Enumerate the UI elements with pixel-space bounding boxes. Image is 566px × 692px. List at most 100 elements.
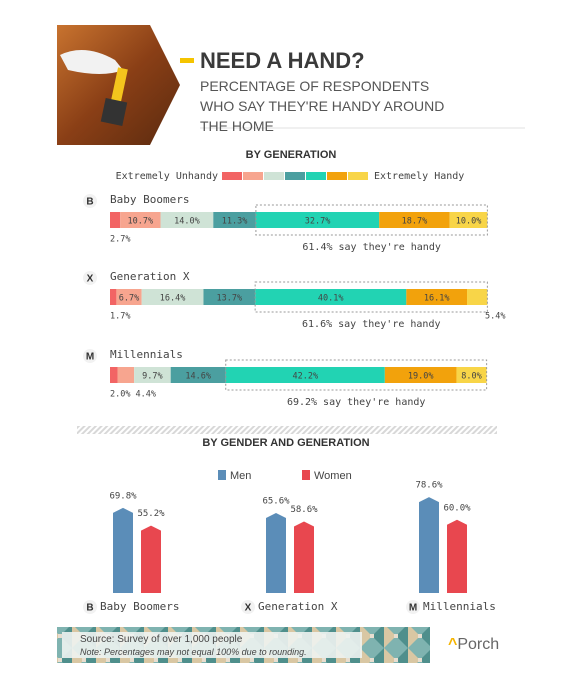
value-label: 2.7% [110, 235, 130, 245]
section-title: BY GENDER AND GENERATION [202, 437, 369, 449]
bar-segment [120, 212, 161, 228]
value-label: 16.1% [424, 294, 450, 304]
title-accent [180, 58, 194, 63]
title: NEED A HAND? [200, 48, 365, 73]
legend-swatch [285, 172, 305, 180]
value-label: 18.7% [402, 217, 428, 227]
bar-segment [225, 367, 385, 383]
bar-segment [110, 289, 117, 305]
category-icon-letter: M [86, 352, 94, 363]
category-icon-letter: X [245, 603, 252, 614]
legend-swatch [348, 172, 368, 180]
category-icon [83, 194, 97, 208]
legend-high: Extremely Handy [374, 171, 464, 182]
value-label: 19.0% [408, 372, 434, 382]
category-icon-letter: X [87, 274, 94, 285]
brush-head [100, 97, 128, 127]
category-label: Baby Boomers [110, 193, 189, 206]
value-label: 6.7% [119, 294, 139, 304]
bar-segment [384, 367, 457, 383]
bar [294, 521, 314, 593]
category-label: Millennials [110, 348, 183, 361]
value-label: 16.4% [160, 294, 186, 304]
category-label: Generation X [110, 270, 190, 283]
value-label: 78.6% [415, 481, 443, 491]
legend-swatch [306, 172, 326, 180]
category-icon-letter: B [86, 197, 93, 208]
bar-segment [255, 212, 380, 228]
bar-segment [379, 212, 450, 228]
legend-swatch [264, 172, 284, 180]
section-title: BY GENERATION [246, 149, 337, 161]
bar-segment [456, 367, 487, 383]
subtitle: PERCENTAGE OF RESPONDENTS WHO SAY THEY'R… [200, 78, 445, 134]
value-label: 10.7% [128, 217, 154, 227]
legend-swatch [218, 470, 226, 480]
legend-label: Men [230, 470, 251, 482]
brand-name: Porch [457, 636, 500, 653]
handy-label: 69.2% say they're handy [287, 397, 425, 408]
category-icon [83, 271, 97, 285]
value-label: 40.1% [318, 294, 344, 304]
value-label: 65.6% [262, 496, 290, 506]
bar [419, 497, 439, 593]
source: Source: Survey of over 1,000 people [80, 634, 243, 645]
bar-segment [467, 289, 488, 305]
value-label: 42.2% [292, 372, 318, 382]
category-icon [241, 600, 255, 614]
bar [266, 512, 286, 593]
handy-box [225, 359, 488, 391]
bar-segment [449, 212, 488, 228]
category-icon [406, 600, 420, 614]
bar-segment [406, 289, 468, 305]
handy-label: 61.4% say they're handy [302, 242, 440, 253]
value-label: 8.0% [461, 372, 481, 382]
legend-low: Extremely Unhandy [116, 171, 218, 182]
brand: ^Porch [448, 636, 499, 654]
bar-segment [117, 367, 135, 383]
value-label: 14.0% [174, 217, 200, 227]
bar-segment [213, 212, 256, 228]
category-icon [83, 349, 97, 363]
legend-swatch [222, 172, 242, 180]
bar-segment [134, 367, 171, 383]
value-label: 32.7% [305, 217, 331, 227]
value-label: 60.0% [443, 503, 471, 513]
bar-segment [255, 289, 407, 305]
category-label: Baby Boomers [100, 600, 179, 613]
legend-swatch [243, 172, 263, 180]
value-label: 55.2% [137, 509, 165, 519]
value-label: 14.6% [185, 372, 211, 382]
bar [113, 507, 133, 593]
bar-segment [203, 289, 256, 305]
value-label: 2.0% [110, 390, 130, 400]
footer-text-bg [62, 632, 362, 658]
legend-label: Women [314, 470, 352, 482]
value-label: 13.7% [217, 294, 243, 304]
value-label: 9.7% [142, 372, 162, 382]
value-label: 58.6% [290, 505, 318, 515]
handy-box [255, 204, 488, 236]
value-label: 1.7% [110, 312, 130, 322]
bar [141, 525, 161, 593]
category-label: Millennials [423, 600, 496, 613]
category-icon [83, 600, 97, 614]
value-label: 5.4% [485, 312, 505, 322]
legend-swatch [327, 172, 347, 180]
bar-segment [110, 212, 121, 228]
bar [447, 519, 467, 593]
bar-segment [116, 289, 142, 305]
handy-label: 61.6% say they're handy [302, 319, 440, 330]
category-icon-letter: B [86, 603, 93, 614]
brand-mark: ^ [448, 636, 458, 653]
category-label: Generation X [258, 600, 338, 613]
legend-swatch [302, 470, 310, 480]
value-label: 4.4% [136, 390, 156, 400]
bar-segment [110, 367, 118, 383]
category-icon-letter: M [409, 603, 417, 614]
handy-box [254, 281, 488, 313]
note: Note: Percentages may not equal 100% due… [80, 647, 307, 657]
glove [60, 50, 123, 74]
